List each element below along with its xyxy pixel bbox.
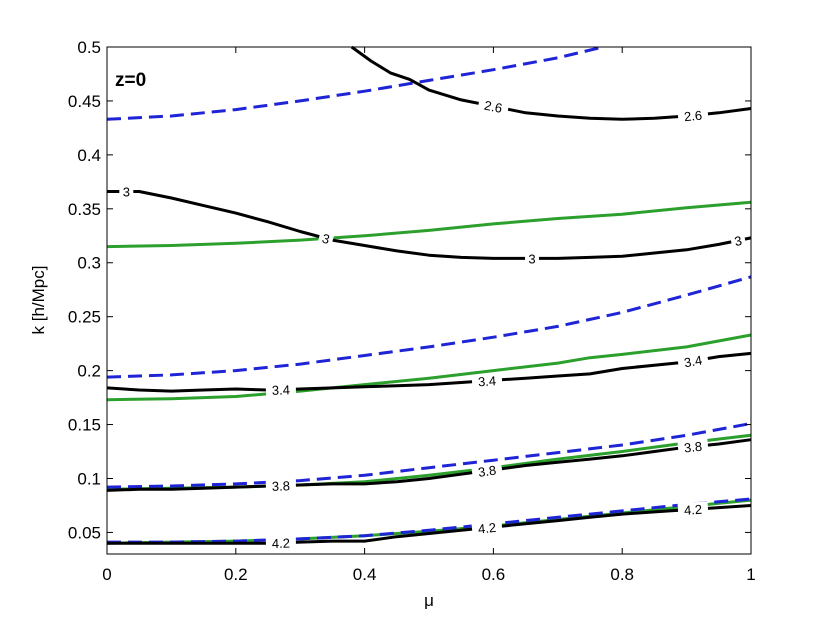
y-tick-label: 0.15 bbox=[68, 416, 101, 435]
green-line-5 bbox=[106, 200, 752, 249]
x-axis-label: μ bbox=[424, 591, 434, 610]
contour-label-group: 3 bbox=[525, 251, 539, 266]
contour-label-group: 3.8 bbox=[471, 461, 503, 480]
blue-dashed-line-10 bbox=[106, 275, 752, 379]
y-tick-label: 0.35 bbox=[68, 200, 101, 219]
y-tick-label: 0.5 bbox=[77, 38, 101, 57]
contour-label-bg bbox=[471, 372, 503, 389]
x-tick-label: 0 bbox=[102, 565, 111, 584]
plot-frame bbox=[106, 46, 752, 555]
redshift-annotation: z=0 bbox=[115, 70, 146, 91]
contour-label-bg bbox=[525, 251, 539, 266]
contour-label-group: 3 bbox=[317, 229, 335, 247]
contour-label-group: 3.8 bbox=[677, 438, 709, 456]
contour-label: 2.6 bbox=[483, 98, 504, 116]
y-tick-label: 0.1 bbox=[77, 469, 101, 488]
y-tick-label: 0.2 bbox=[77, 362, 101, 381]
contour-label: 3.4 bbox=[272, 382, 291, 398]
contour-label: 3 bbox=[733, 233, 743, 249]
x-tick-label: 1 bbox=[746, 565, 755, 584]
black-line-4 bbox=[107, 504, 752, 545]
x-tick-label: 0.8 bbox=[610, 565, 634, 584]
contour-label-bg bbox=[677, 106, 709, 124]
blue-dashed-line-9 bbox=[106, 45, 604, 121]
contour-label-bg bbox=[265, 478, 297, 494]
contour-label-bg bbox=[677, 438, 709, 456]
contour-label: 3 bbox=[528, 251, 535, 266]
contour-label-bg bbox=[477, 96, 510, 117]
y-axis-label: k [h/Mpc] bbox=[29, 266, 48, 335]
contour-label-group: 2.6 bbox=[477, 96, 510, 117]
contour-label-bg bbox=[677, 501, 709, 518]
blue-dashed-line-12 bbox=[107, 497, 752, 544]
black-line-0 bbox=[350, 45, 752, 121]
contour-label-bg bbox=[729, 232, 747, 249]
contour-label-layer: 2.6 2.6 3 3 3 3 3.4 3.4 3.4 3.8 3.8 3.8 4.2 4.2 4.2 bbox=[119, 96, 747, 552]
contour-label-group: 4.2 bbox=[265, 535, 297, 552]
contour-label-group: 3.4 bbox=[677, 351, 709, 371]
contour-label: 3.8 bbox=[477, 463, 497, 480]
contour-label-bg bbox=[119, 184, 134, 199]
y-tick-label: 0.25 bbox=[68, 308, 101, 327]
contour-label-group: 3.4 bbox=[471, 372, 503, 389]
contour-label-bg bbox=[265, 535, 297, 551]
contour-label: 3 bbox=[123, 185, 130, 200]
x-axis-ticks: 0 0.2 0.4 0.6 0.8 1 bbox=[102, 47, 756, 584]
contour-label-group: 3.8 bbox=[265, 478, 297, 494]
black-line-3 bbox=[106, 438, 752, 492]
contour-label-bg bbox=[317, 229, 335, 247]
contour-label-bg bbox=[265, 382, 297, 398]
y-tick-label: 0.4 bbox=[77, 146, 101, 165]
green-line-6 bbox=[106, 333, 752, 402]
contour-label-bg bbox=[471, 519, 503, 537]
plot-area bbox=[107, 47, 751, 554]
y-tick-label: 0.05 bbox=[68, 523, 101, 542]
y-tick-label: 0.3 bbox=[77, 254, 101, 273]
x-tick-label: 0.4 bbox=[353, 565, 377, 584]
contour-label-group: 4.2 bbox=[677, 501, 709, 518]
contour-label-group: 2.6 bbox=[677, 106, 709, 125]
contour-label: 2.6 bbox=[683, 108, 702, 125]
contour-label: 4.2 bbox=[272, 536, 291, 552]
x-tick-label: 0.2 bbox=[224, 565, 248, 584]
contour-label-group: 3 bbox=[729, 232, 747, 249]
blue-dashed-line-11 bbox=[106, 422, 752, 489]
contour-label-bg bbox=[677, 351, 709, 371]
y-axis-ticks: 0.05 0.1 0.15 0.2 0.25 0.3 0.35 0.4 0.45 0.5 bbox=[68, 38, 751, 542]
black-line-2 bbox=[106, 351, 752, 393]
y-tick-label: 0.45 bbox=[68, 92, 101, 111]
black-line-1 bbox=[107, 190, 752, 260]
x-tick-label: 0.6 bbox=[482, 565, 506, 584]
contour-label: 3.8 bbox=[272, 478, 291, 494]
contour-label: 3.8 bbox=[683, 439, 702, 456]
contour-label: 3.4 bbox=[683, 353, 703, 371]
contour-label: 3.4 bbox=[478, 373, 497, 389]
contour-label: 3 bbox=[320, 231, 331, 247]
contour-label-group: 3 bbox=[119, 184, 134, 200]
contour-label-group: 3.4 bbox=[265, 382, 297, 398]
contour-label: 4.2 bbox=[684, 502, 703, 518]
contour-label-bg bbox=[471, 461, 503, 480]
series-layer bbox=[106, 45, 752, 545]
contour-label: 4.2 bbox=[477, 520, 496, 537]
contour-label-group: 4.2 bbox=[471, 519, 503, 537]
